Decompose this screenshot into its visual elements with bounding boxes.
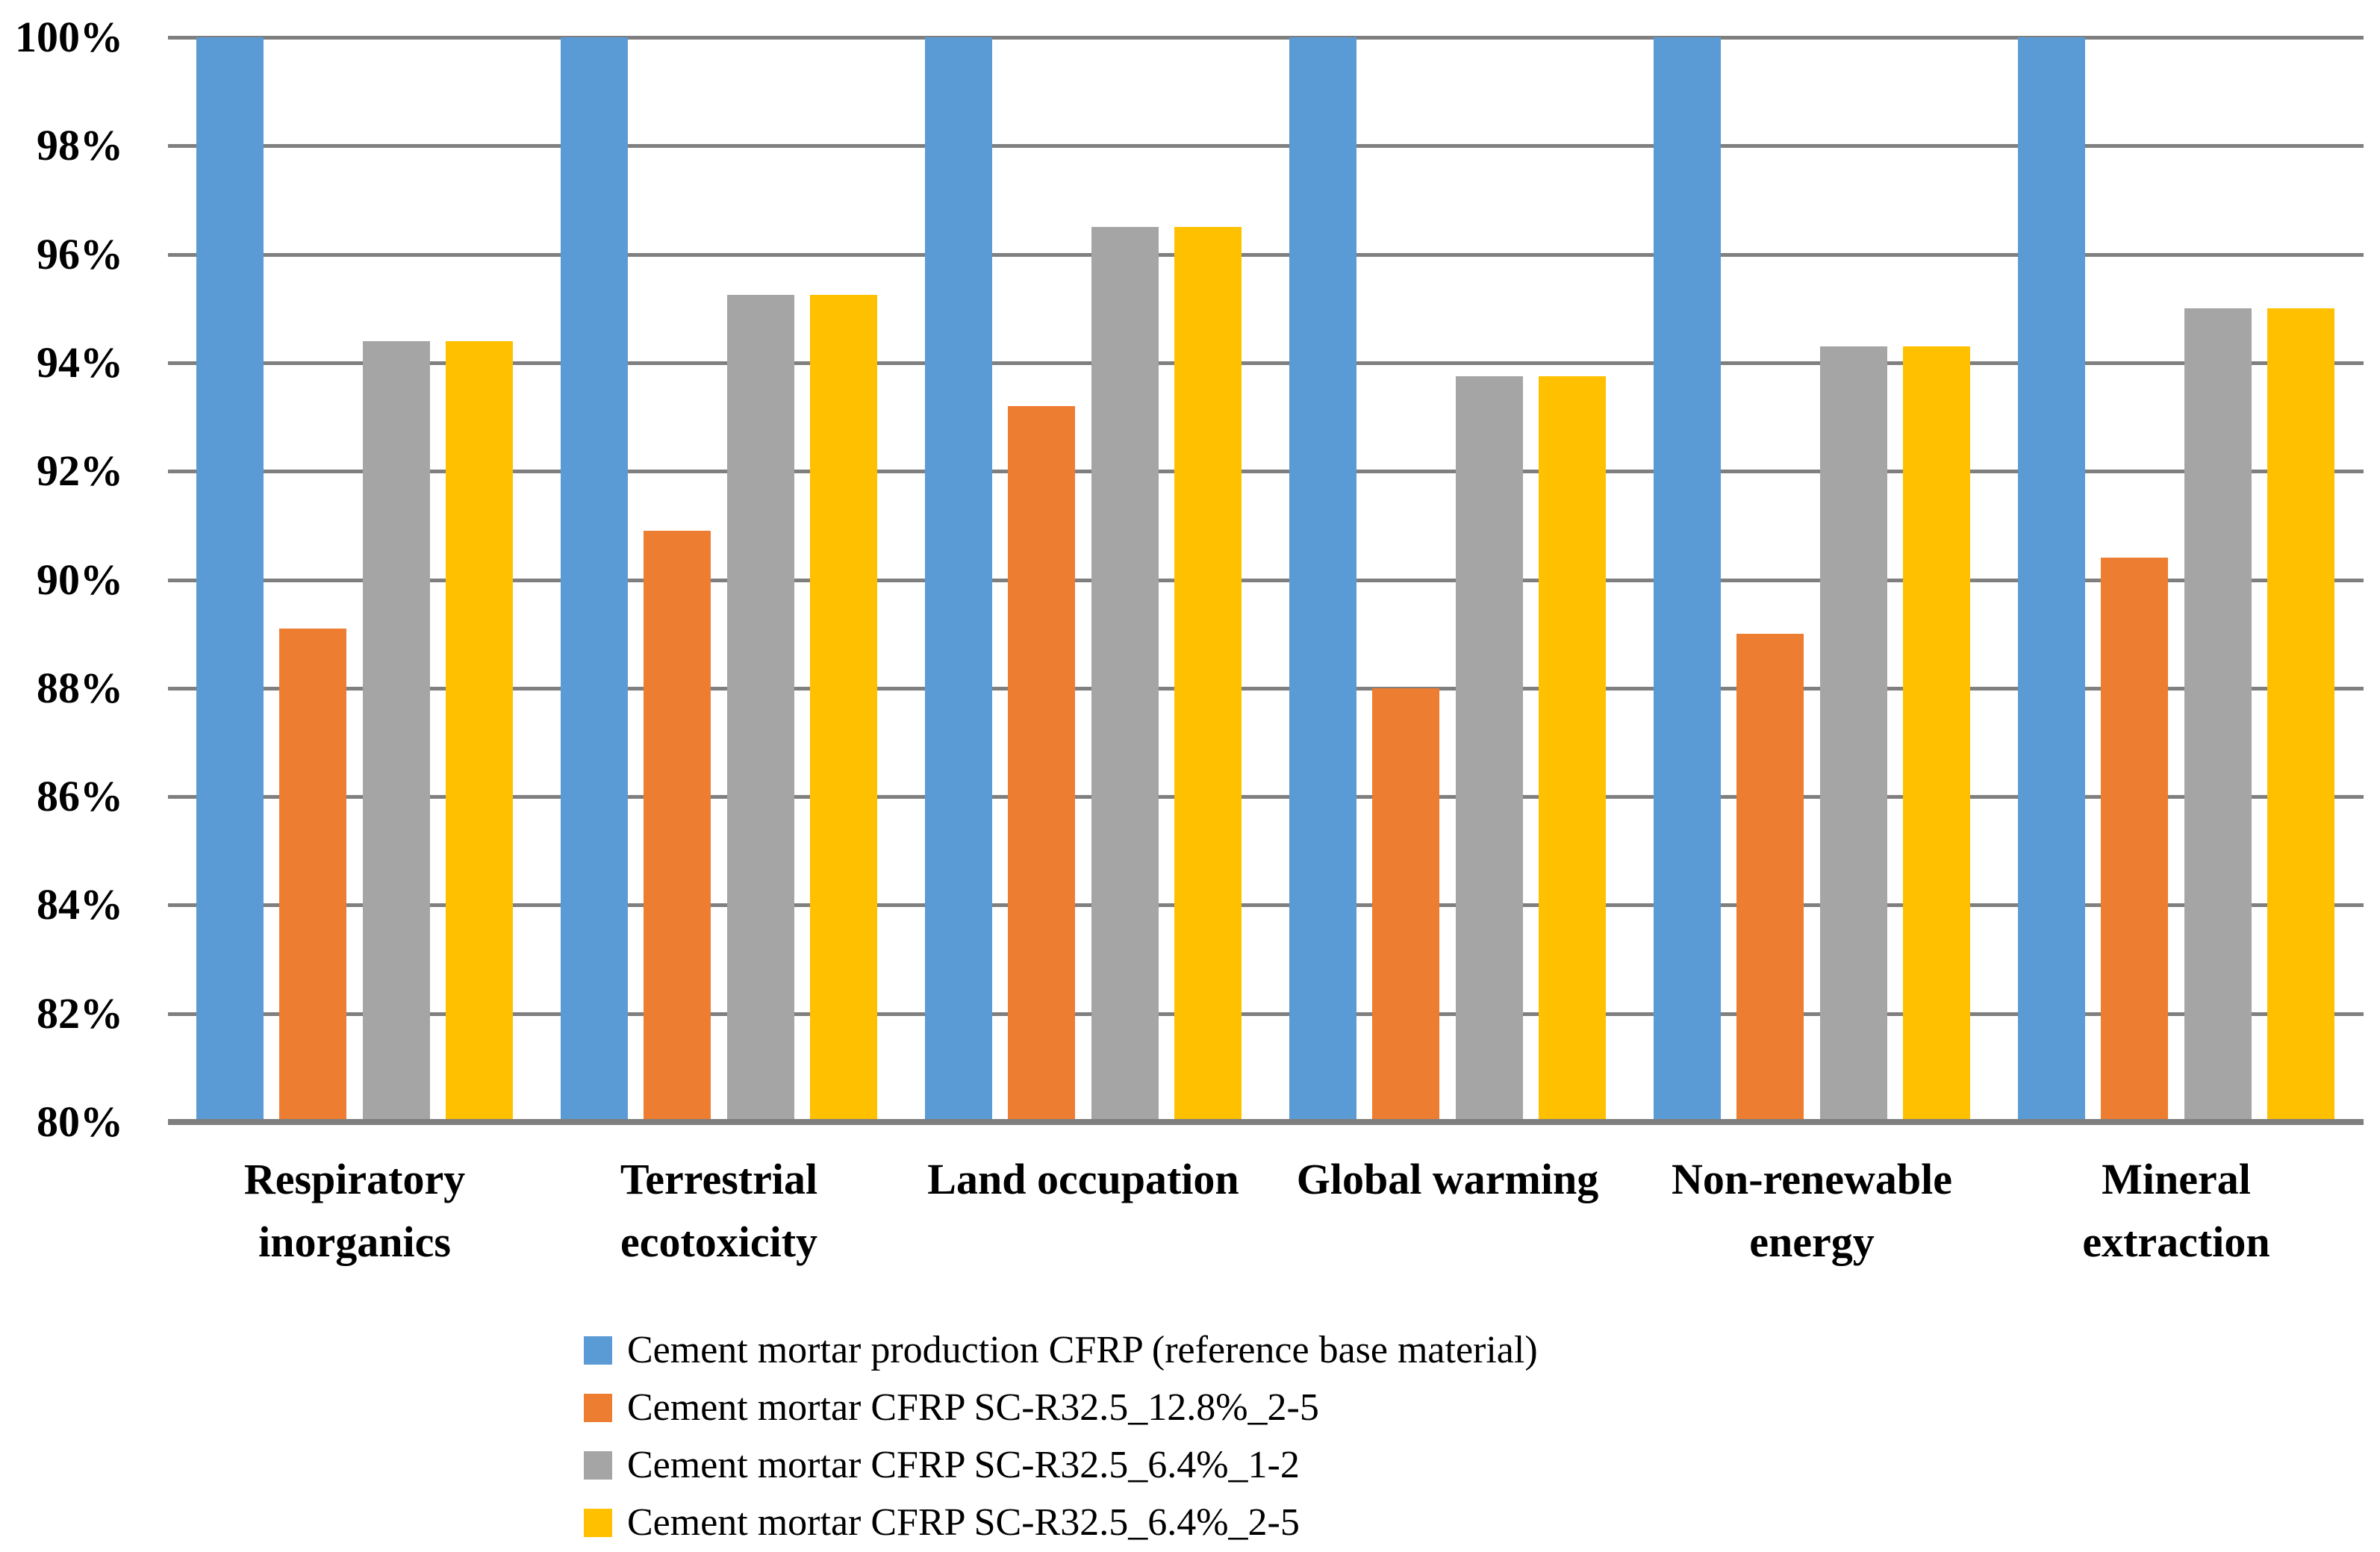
category-label-3: Land occupation [927, 1155, 1239, 1203]
legend-label: Cement mortar CFRP SC-R32.5_6.4%_1-2 [627, 1444, 1300, 1486]
bar-series-2-category-5 [1736, 634, 1804, 1122]
bar-series-4-category-4 [1539, 376, 1606, 1122]
bar-series-1-category-3 [925, 37, 992, 1122]
gridline [168, 144, 2364, 148]
bar-series-1-category-1 [196, 37, 264, 1122]
gridline [168, 361, 2364, 365]
bar-series-4-category-3 [1174, 227, 1242, 1122]
legend-label: Cement mortar CFRP SC-R32.5_12.8%_2-5 [627, 1386, 1319, 1429]
bar-series-2-category-1 [279, 629, 346, 1122]
bar-series-3-category-4 [1456, 376, 1523, 1122]
category-label-6: Mineral extraction [2082, 1155, 2270, 1266]
legend-swatch-icon [584, 1509, 612, 1537]
bar-series-4-category-6 [2267, 308, 2334, 1122]
bar-series-1-category-5 [1654, 37, 1721, 1122]
category-label-2: Terrestrial ecotoxicity [620, 1155, 818, 1266]
legend-swatch-icon [584, 1336, 612, 1365]
category-label-1: Respiratory inorganics [243, 1155, 466, 1266]
bar-series-3-category-2 [727, 295, 794, 1122]
gridline [168, 36, 2364, 40]
y-axis-tick-label: 94% [37, 338, 123, 387]
y-axis-tick-label: 84% [37, 880, 123, 929]
y-axis-tick-label: 82% [37, 989, 123, 1038]
bar-series-2-category-4 [1372, 688, 1439, 1122]
y-axis-tick-label: 100% [15, 13, 123, 61]
bar-series-2-category-3 [1008, 406, 1075, 1122]
legend-label: Cement mortar CFRP SC-R32.5_6.4%_2-5 [627, 1501, 1300, 1544]
gridline [168, 795, 2364, 799]
y-axis-tick-label: 98% [37, 121, 123, 169]
y-axis-tick-label: 96% [37, 230, 123, 278]
gridline [168, 470, 2364, 473]
gridline [168, 579, 2364, 582]
bar-series-1-category-2 [561, 37, 628, 1122]
bar-series-3-category-5 [1820, 346, 1887, 1122]
gridline [168, 903, 2364, 907]
legend-swatch-icon [584, 1394, 612, 1422]
bar-series-1-category-4 [1289, 37, 1356, 1122]
x-axis-line [168, 1119, 2364, 1125]
plot-area [168, 36, 2364, 1125]
bar-series-1-category-6 [2018, 37, 2085, 1122]
bar-series-4-category-5 [1903, 346, 1970, 1122]
category-label-5: Non-renewable energy [1672, 1155, 1952, 1266]
gridline [168, 253, 2364, 257]
gridline [168, 687, 2364, 691]
legend-swatch-icon [584, 1451, 612, 1480]
bar-series-3-category-6 [2184, 308, 2252, 1122]
legend-label: Cement mortar production CFRP (reference… [627, 1329, 1538, 1371]
y-axis-tick-label: 92% [37, 446, 123, 495]
y-axis-tick-label: 80% [37, 1097, 123, 1146]
y-axis-tick-label: 88% [37, 664, 123, 712]
category-label-4: Global warming [1296, 1155, 1599, 1203]
bar-series-2-category-2 [644, 531, 711, 1122]
bar-series-4-category-2 [810, 295, 877, 1122]
bar-series-4-category-1 [446, 341, 513, 1122]
bar-series-2-category-6 [2101, 558, 2168, 1122]
y-axis-tick-label: 90% [37, 555, 123, 604]
y-axis-tick-label: 86% [37, 772, 123, 820]
gridline [168, 1012, 2364, 1016]
bar-series-3-category-3 [1091, 227, 1159, 1122]
bar-series-3-category-1 [363, 341, 430, 1122]
